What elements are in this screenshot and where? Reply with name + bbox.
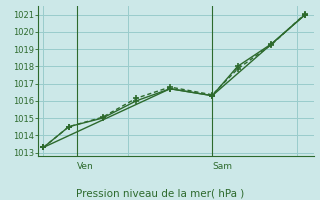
Text: Sam: Sam <box>212 162 232 171</box>
Text: Pression niveau de la mer( hPa ): Pression niveau de la mer( hPa ) <box>76 188 244 198</box>
Text: Ven: Ven <box>77 162 94 171</box>
